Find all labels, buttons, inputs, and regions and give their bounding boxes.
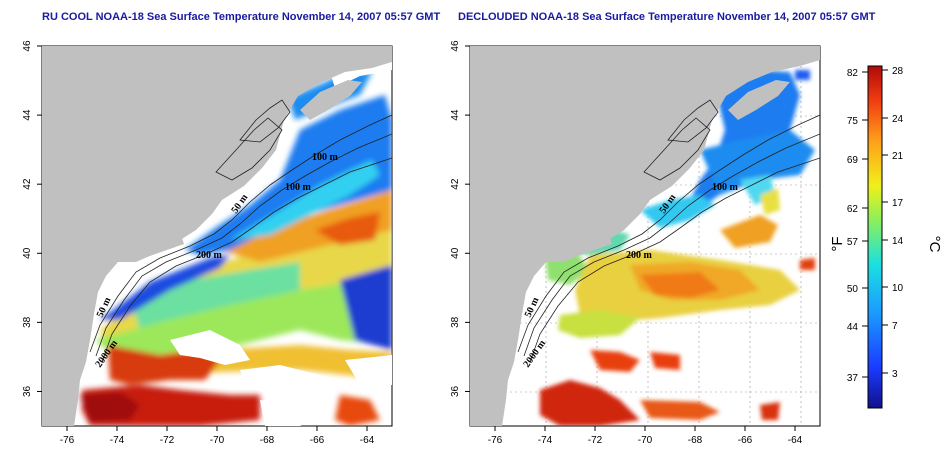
left-land bbox=[42, 46, 392, 426]
left-map-title: RU COOL NOAA-18 Sea Surface Temperature … bbox=[42, 11, 440, 23]
colorbar-c-tick-label: 10 bbox=[892, 283, 904, 294]
right-lat-tick-label: 44 bbox=[450, 109, 461, 121]
right-lon-tick-label: -64 bbox=[788, 435, 803, 446]
left-nova-scotia bbox=[300, 80, 362, 120]
right-lat-tick-label: 40 bbox=[450, 247, 461, 259]
left-map[interactable]: 100 m 100 m 50 m 200 m 50 m 2000 m -76 -7… bbox=[22, 40, 393, 446]
right-contour-label: 200 m bbox=[626, 250, 653, 261]
colorbar-f-tick-label: 62 bbox=[847, 204, 859, 215]
colorbar: 82 75 69 62 57 50 44 37 28 24 21 17 14 10 7 3 °F °C bbox=[829, 65, 943, 409]
left-lon-tick-label: -64 bbox=[360, 435, 375, 446]
right-land bbox=[470, 46, 820, 426]
left-lon-tick-label: -68 bbox=[260, 435, 275, 446]
colorbar-c-tick-label: 28 bbox=[892, 66, 904, 77]
right-map-title: DECLOUDED NOAA-18 Sea Surface Temperatur… bbox=[458, 11, 876, 23]
right-lon-tick-label: -68 bbox=[688, 435, 703, 446]
colorbar-c-tick-label: 14 bbox=[892, 236, 904, 247]
right-map[interactable]: 100 m 50 m 200 m 50 m 2000 m -76 -74 -72 -7… bbox=[450, 40, 821, 446]
colorbar-f-tick-label: 82 bbox=[847, 68, 859, 79]
left-contour-label: 100 m bbox=[285, 182, 312, 193]
right-contour-label: 100 m bbox=[712, 182, 739, 193]
left-contour-label: 200 m bbox=[196, 250, 223, 261]
left-lat-tick-label: 38 bbox=[22, 316, 33, 328]
left-cape-cod bbox=[196, 160, 214, 176]
right-bathymetry-contours bbox=[517, 99, 820, 363]
left-long-island bbox=[140, 238, 184, 258]
right-lat-tick-label: 38 bbox=[450, 316, 461, 328]
left-lat-tick-label: 44 bbox=[22, 109, 33, 121]
left-lon-tick-label: -72 bbox=[160, 435, 175, 446]
right-lat-tick-label: 36 bbox=[450, 385, 461, 397]
left-lat-tick-label: 40 bbox=[22, 247, 33, 259]
colorbar-c-tick-label: 7 bbox=[892, 321, 898, 332]
right-nova-scotia bbox=[728, 80, 790, 120]
right-lon-tick-label: -76 bbox=[488, 435, 503, 446]
colorbar-gradient bbox=[867, 65, 883, 409]
colorbar-c-tick-label: 21 bbox=[892, 151, 904, 162]
left-lon-tick-label: -76 bbox=[60, 435, 75, 446]
colorbar-f-tick-label: 75 bbox=[847, 116, 859, 127]
fahrenheit-unit-label: °F bbox=[829, 236, 846, 251]
left-contour-label: 100 m bbox=[312, 152, 339, 163]
colorbar-c-tick-label: 24 bbox=[892, 114, 904, 125]
left-lon-tick-label: -74 bbox=[110, 435, 125, 446]
right-lon-tick-label: -70 bbox=[638, 435, 653, 446]
left-lon-tick-label: -70 bbox=[210, 435, 225, 446]
right-lon-tick-label: -66 bbox=[738, 435, 753, 446]
colorbar-c-tick-label: 17 bbox=[892, 198, 904, 209]
right-lon-tick-label: -72 bbox=[588, 435, 603, 446]
celsius-unit-label: °C bbox=[926, 236, 943, 253]
left-bathymetry-contours bbox=[89, 99, 392, 363]
colorbar-f-tick-label: 50 bbox=[847, 284, 859, 295]
colorbar-c-tick-label: 3 bbox=[892, 369, 898, 380]
left-lat-tick-label: 46 bbox=[22, 40, 33, 52]
right-cape-cod bbox=[624, 160, 642, 176]
right-lat-tick-label: 46 bbox=[450, 40, 461, 52]
right-long-island bbox=[568, 238, 612, 258]
colorbar-f-tick-label: 37 bbox=[847, 373, 859, 384]
colorbar-f-tick-label: 57 bbox=[847, 237, 859, 248]
right-lat-tick-label: 42 bbox=[450, 178, 461, 190]
colorbar-f-tick-label: 69 bbox=[847, 155, 859, 166]
left-lat-tick-label: 36 bbox=[22, 385, 33, 397]
left-lat-tick-label: 42 bbox=[22, 178, 33, 190]
colorbar-f-tick-label: 44 bbox=[847, 322, 859, 333]
right-lon-tick-label: -74 bbox=[538, 435, 553, 446]
left-lon-tick-label: -66 bbox=[310, 435, 325, 446]
